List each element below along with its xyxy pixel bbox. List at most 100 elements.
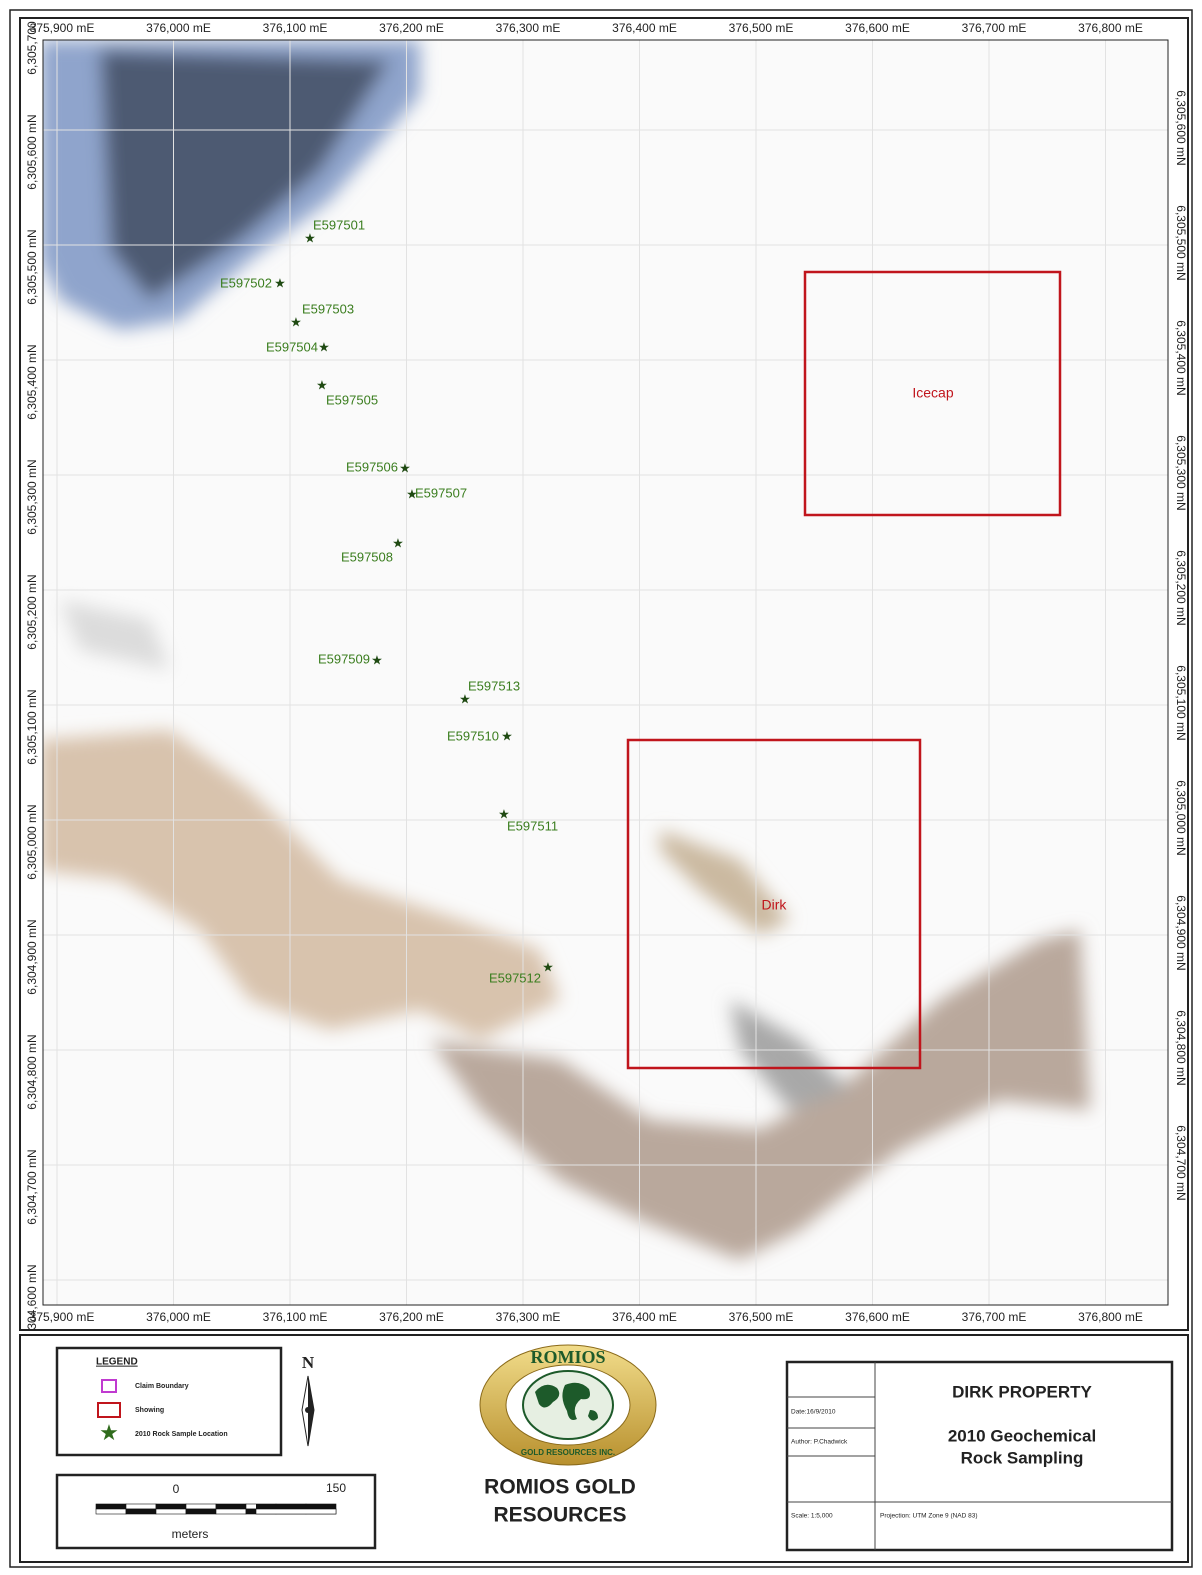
sample-label: E597512 (489, 970, 541, 985)
northing-label: 6,305,500 mN (1174, 205, 1188, 280)
northing-label: 6,305,300 mN (25, 459, 39, 534)
easting-label: 376,400 mE (612, 1310, 677, 1324)
scale-segment (256, 1509, 336, 1514)
sample-label: E597503 (302, 301, 354, 316)
legend-box (57, 1348, 281, 1455)
northing-label: 6,305,400 mN (1174, 320, 1188, 395)
scale-segment (186, 1509, 216, 1514)
scale: Scale: 1:5,000 (791, 1513, 833, 1520)
northing-label: 6,304,600 mN (25, 1264, 39, 1339)
easting-label: 376,000 mE (146, 21, 211, 35)
easting-label: 376,600 mE (845, 21, 910, 35)
easting-label: 376,400 mE (612, 21, 677, 35)
northing-label: 6,304,900 mN (1174, 895, 1188, 970)
easting-label: 376,800 mE (1078, 21, 1143, 35)
sample-star: ★ (501, 728, 513, 743)
projection: Projection: UTM Zone 9 (NAD 83) (880, 1513, 978, 1520)
easting-label: 376,500 mE (729, 21, 794, 35)
sample-label: E597501 (313, 217, 365, 232)
legend-item: Showing (135, 1407, 164, 1414)
northing-label: 6,305,200 mN (25, 574, 39, 649)
sample-star: ★ (459, 691, 471, 706)
easting-label: 376,100 mE (263, 1310, 328, 1324)
sample-label: E597507 (415, 485, 467, 500)
scale-label: 0 (173, 1482, 180, 1496)
sample-label: E597508 (341, 549, 393, 564)
sample-label: E597510 (447, 728, 499, 743)
scale-segment (126, 1509, 156, 1514)
legend-item: 2010 Rock Sample Location (135, 1431, 228, 1438)
scale-bar: 0 150 meters (57, 1475, 375, 1548)
sample-star: ★ (304, 230, 316, 245)
subtitle: 2010 Geochemical (948, 1426, 1096, 1445)
scale-segment (96, 1509, 126, 1514)
scale-label: 150 (326, 1481, 346, 1495)
north-arrow-center (305, 1407, 311, 1413)
northing-label: 6,304,700 mN (25, 1149, 39, 1224)
sample-label: E597505 (326, 392, 378, 407)
easting-label: 375,900 mE (30, 21, 95, 35)
sample-star: ★ (392, 535, 404, 550)
easting-label: 376,300 mE (496, 1310, 561, 1324)
scale-segment (96, 1504, 126, 1509)
sample-star: ★ (318, 339, 330, 354)
scale-segments (96, 1504, 336, 1514)
scale-segment (156, 1504, 186, 1509)
easting-label: 375,900 mE (30, 1310, 95, 1324)
easting-label: 376,600 mE (845, 1310, 910, 1324)
sample-star: ★ (290, 314, 302, 329)
northing-label: 6,305,000 mN (25, 804, 39, 879)
legend-item: Claim Boundary (135, 1383, 189, 1390)
sample-label: E597506 (346, 459, 398, 474)
title: DIRK PROPERTY (952, 1382, 1092, 1401)
sample-label: E597513 (468, 678, 520, 693)
author: Author: P.Chadwick (791, 1439, 848, 1446)
easting-label: 376,800 mE (1078, 1310, 1143, 1324)
legend: LEGEND Claim Boundary Showing ★ 2010 Roc… (57, 1348, 281, 1455)
northing-label: 6,304,800 mN (1174, 1010, 1188, 1085)
sample-label: E597504 (266, 339, 318, 354)
sample-star: ★ (316, 377, 328, 392)
logo-ring-bottom: GOLD RESOURCES INC. (521, 1448, 615, 1457)
scale-segment (216, 1504, 246, 1509)
scale-segment (156, 1509, 186, 1514)
sample-star: ★ (371, 652, 383, 667)
sample-label: E597511 (507, 818, 558, 833)
title-block: DIRK PROPERTY 2010 Geochemical Rock Samp… (787, 1362, 1172, 1550)
sample-label: E597502 (220, 275, 272, 290)
showing-label: Icecap (912, 385, 953, 401)
scale-segment (216, 1509, 246, 1514)
northing-label: 6,305,300 mN (1174, 435, 1188, 510)
easting-label: 376,700 mE (962, 1310, 1027, 1324)
map-sheet: IcecapDirk ★E597501★E597502★E597503★E597… (0, 0, 1202, 1575)
logo-ring-top: ROMIOS (530, 1347, 605, 1367)
northing-label: 6,305,600 mN (1174, 90, 1188, 165)
subtitle: Rock Sampling (961, 1448, 1084, 1467)
northing-label: 6,305,600 mN (25, 114, 39, 189)
northing-label: 6,305,500 mN (25, 229, 39, 304)
sample-star: ★ (274, 275, 286, 290)
company-name: ROMIOS GOLD (484, 1476, 636, 1499)
northing-label: 6,305,400 mN (25, 344, 39, 419)
sample-label: E597509 (318, 651, 370, 666)
easting-label: 376,500 mE (729, 1310, 794, 1324)
showing-label: Dirk (762, 897, 788, 913)
date: Date:16/9/2010 (791, 1409, 836, 1416)
north-label: N (302, 1353, 315, 1372)
scale-unit: meters (172, 1527, 209, 1541)
northing-label: 6,304,800 mN (25, 1034, 39, 1109)
easting-label: 376,200 mE (379, 1310, 444, 1324)
northing-label: 6,305,100 mN (25, 689, 39, 764)
company-name: RESOURCES (493, 1504, 626, 1527)
sample-star: ★ (542, 959, 554, 974)
northing-label: 6,305,000 mN (1174, 780, 1188, 855)
legend-title: LEGEND (96, 1357, 138, 1368)
easting-label: 376,100 mE (263, 21, 328, 35)
scale-segment (256, 1504, 336, 1509)
easting-label: 376,300 mE (496, 21, 561, 35)
easting-label: 376,700 mE (962, 21, 1027, 35)
easting-label: 376,200 mE (379, 21, 444, 35)
legend-star: ★ (99, 1420, 119, 1445)
scale-segment (126, 1504, 156, 1509)
